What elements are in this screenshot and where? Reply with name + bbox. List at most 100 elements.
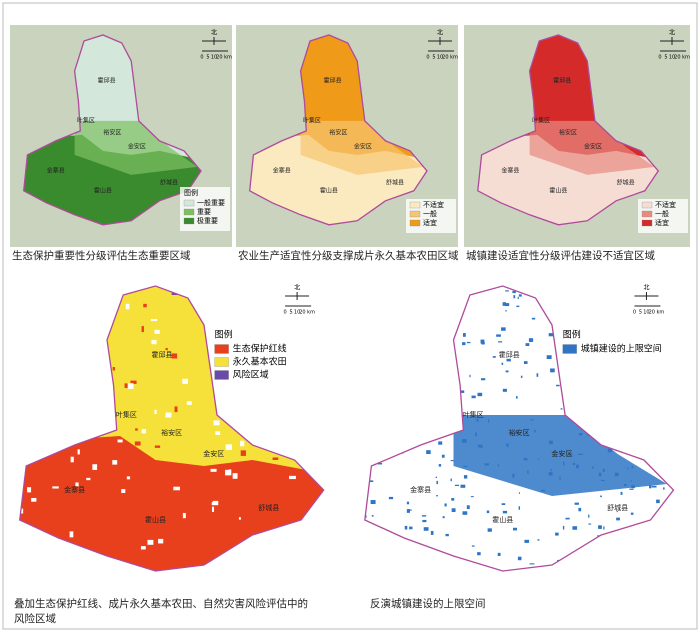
- speckle: [520, 375, 523, 378]
- speckle: [616, 510, 618, 513]
- speckle: [607, 448, 613, 453]
- speckle: [663, 487, 665, 490]
- compass: [428, 37, 452, 45]
- speckle: [370, 500, 376, 505]
- speckle: [112, 366, 116, 371]
- speckle: [487, 528, 492, 532]
- speckle: [496, 334, 501, 337]
- legend-label: 重要: [197, 208, 211, 216]
- scale-label: 5: [290, 310, 293, 316]
- legend-swatch: [562, 344, 577, 354]
- speckle: [631, 485, 635, 489]
- speckle: [471, 545, 475, 547]
- caption: 城镇建设适宜性分级评估建设不适宜区域: [466, 250, 655, 262]
- speckle: [134, 441, 141, 446]
- speckle: [426, 450, 431, 455]
- speckle: [486, 510, 490, 514]
- scale-label: 0: [284, 310, 287, 316]
- speckle: [173, 486, 180, 491]
- scale-label: 10: [211, 55, 217, 61]
- scale-label: 10: [294, 310, 300, 316]
- scale-label: 5: [206, 55, 209, 61]
- speckle: [572, 526, 578, 530]
- speckle: [135, 428, 138, 431]
- speckle: [475, 432, 477, 437]
- district-label: 金寨县: [501, 166, 519, 174]
- speckle: [523, 361, 528, 365]
- speckle: [445, 533, 449, 537]
- speckle: [62, 533, 68, 539]
- north-label: 北: [669, 29, 675, 37]
- caption: 生态保护重要性分级评估生态重要区域: [12, 250, 191, 262]
- legend-label: 不适宜: [423, 200, 444, 209]
- speckle: [512, 527, 518, 531]
- speckle: [252, 484, 259, 487]
- speckle: [146, 482, 153, 486]
- speckle: [368, 480, 374, 483]
- speckle: [91, 456, 95, 460]
- speckle: [528, 338, 534, 342]
- mid-zone: [74, 120, 198, 175]
- scale-label: 0: [633, 310, 636, 316]
- speckle: [461, 439, 467, 443]
- compass: [202, 37, 226, 45]
- compass: [634, 292, 659, 300]
- speckle: [141, 429, 147, 434]
- speckle: [560, 408, 563, 410]
- speckle: [550, 368, 555, 373]
- district-label: 金寨县: [64, 485, 85, 494]
- speckle: [407, 509, 412, 511]
- speckle: [231, 470, 238, 474]
- speckle: [477, 444, 483, 448]
- speckle: [69, 531, 74, 538]
- speckle: [518, 294, 522, 297]
- speckle: [588, 514, 590, 518]
- speckle: [497, 552, 501, 556]
- legend-label: 适宜: [423, 218, 437, 227]
- speckle: [529, 563, 535, 565]
- caption: 反演城镇建设的上限空间: [370, 598, 486, 610]
- speckle: [182, 378, 189, 384]
- speckle: [616, 517, 620, 521]
- speckle: [602, 468, 605, 472]
- district-label: 霍邱县: [324, 76, 342, 84]
- speckle: [559, 476, 561, 481]
- speckle: [158, 538, 164, 544]
- scale-label: 5: [432, 55, 435, 61]
- speckle: [502, 510, 508, 514]
- speckle: [614, 472, 619, 477]
- speckle: [238, 517, 241, 520]
- district-label: 霍山县: [492, 515, 513, 524]
- speckle: [623, 484, 627, 486]
- speckle: [537, 539, 540, 541]
- speckle: [435, 495, 439, 497]
- legend-swatch: [641, 201, 653, 209]
- speckle: [186, 401, 192, 405]
- speckle: [548, 472, 553, 476]
- speckle: [480, 445, 483, 448]
- speckle: [141, 326, 144, 333]
- speckle: [39, 470, 44, 475]
- speckle: [232, 473, 238, 479]
- district-label: 金寨县: [273, 166, 291, 174]
- speckle: [470, 496, 474, 498]
- scale-label: 20 km: [674, 55, 690, 61]
- speckle: [238, 489, 242, 495]
- speckle: [492, 356, 496, 358]
- speckle: [151, 339, 157, 345]
- scale-label: 20 km: [216, 55, 232, 61]
- speckle: [173, 507, 178, 513]
- speckle: [292, 473, 297, 477]
- speckle: [656, 499, 660, 504]
- speckle: [240, 440, 245, 447]
- speckle: [406, 509, 410, 513]
- legend-title: 图例: [563, 329, 581, 341]
- speckle: [630, 512, 634, 515]
- speckle: [112, 460, 118, 465]
- speckle: [649, 485, 652, 489]
- speckle: [488, 418, 490, 423]
- scale-label: 10: [669, 55, 675, 61]
- district-label: 金寨县: [410, 485, 431, 494]
- speckle: [505, 370, 509, 373]
- speckle: [513, 295, 516, 299]
